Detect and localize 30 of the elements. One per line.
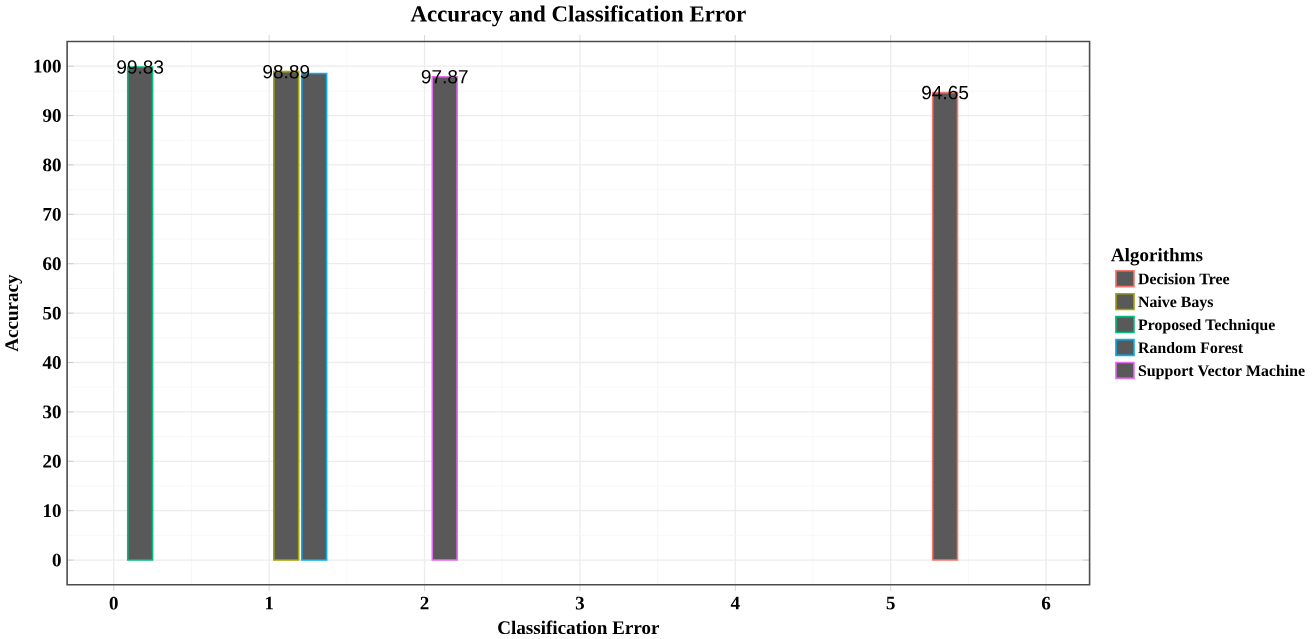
y-tick-label: 10 <box>43 504 61 517</box>
legend-label: Decision Tree <box>1138 272 1230 285</box>
x-tick-label: 3 <box>575 596 585 610</box>
legend-title: Algorithms <box>1111 247 1203 266</box>
y-axis-title: Accuracy <box>5 274 22 352</box>
y-tick-label: 40 <box>42 355 61 369</box>
y-tick-label: 100 <box>34 59 61 73</box>
y-tick-label: 0 <box>52 553 61 567</box>
x-tick-label: 0 <box>109 596 118 610</box>
x-axis-title: Classification Error <box>498 620 660 634</box>
y-tick-label: 70 <box>43 207 61 221</box>
y-tick-label: 30 <box>43 405 61 419</box>
legend-label: Naive Bays <box>1138 295 1214 311</box>
chart-title: Accuracy and Classification Error <box>410 5 746 27</box>
y-tick-label: 80 <box>43 158 61 172</box>
y-tick-label: 60 <box>43 257 61 270</box>
legend-label: Random Forest <box>1138 341 1244 353</box>
x-tick-label: 4 <box>730 596 740 610</box>
legend-label: Support Vector Machine <box>1138 364 1305 380</box>
y-tick-label: 20 <box>43 454 61 468</box>
x-tick-label: 6 <box>1041 596 1051 610</box>
x-tick-label: 1 <box>265 596 273 610</box>
y-tick-label: 90 <box>42 108 61 122</box>
x-tick-label: 2 <box>420 596 429 610</box>
data-label: 94.65 <box>922 85 969 100</box>
data-label: 99.83 <box>117 60 164 74</box>
data-label: 97.87 <box>421 69 468 84</box>
legend-label: Proposed Technique <box>1138 318 1275 334</box>
x-tick-label: 5 <box>886 596 895 610</box>
y-tick-label: 50 <box>43 306 61 320</box>
